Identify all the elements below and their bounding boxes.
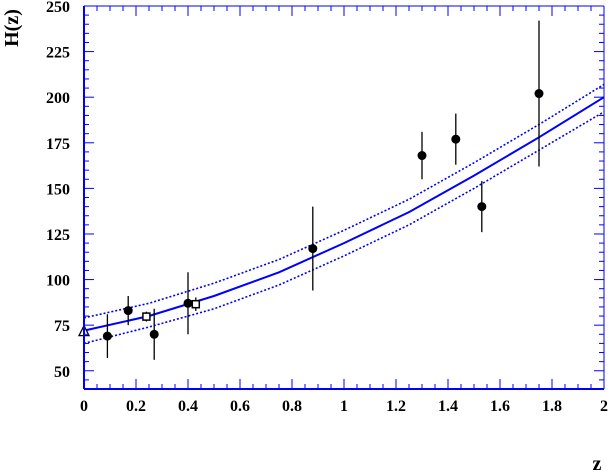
x-tick-label: 1.2 <box>386 398 406 415</box>
y-tick-label: 100 <box>46 273 70 290</box>
y-tick-label: 75 <box>54 318 70 335</box>
y-tick-label: 250 <box>46 0 70 16</box>
y-tick-label: 200 <box>46 90 70 107</box>
axis-ticks: 0 0.2 0.4 0.6 0.8 1 1.2 1.4 1.6 1.8 25075100125150… <box>46 0 608 415</box>
data-point <box>308 244 318 254</box>
data-point <box>477 202 487 212</box>
y-tick-label: 225 <box>46 45 70 62</box>
data-point <box>102 331 112 341</box>
x-tick-label: 1.4 <box>438 398 458 415</box>
data-point <box>451 134 461 144</box>
data-point <box>534 89 544 99</box>
y-tick-label: 175 <box>46 136 70 153</box>
plot-frame <box>83 5 605 390</box>
x-axis-title: z <box>593 453 602 475</box>
x-tick-label: 1.8 <box>542 398 562 415</box>
data-point-square <box>191 299 201 309</box>
x-tick-label: 0.4 <box>178 398 198 415</box>
x-tick-label: 0.2 <box>126 398 146 415</box>
data-point <box>417 151 427 161</box>
y-tick-label: 50 <box>54 364 70 381</box>
data-point-square <box>142 312 151 321</box>
y-tick-label: 150 <box>46 181 70 198</box>
x-tick-label: 0.8 <box>282 398 302 415</box>
x-tick-label: 0 <box>80 398 88 415</box>
data-point <box>183 298 193 308</box>
confidence-band-curve <box>83 111 605 345</box>
confidence-band-curve <box>83 83 605 319</box>
data-point <box>149 329 159 339</box>
x-tick-label: 1.6 <box>490 398 510 415</box>
x-tick-label: 0.6 <box>230 398 250 415</box>
best-fit-curve <box>83 96 605 332</box>
x-tick-label: 2 <box>600 398 608 415</box>
data-point <box>123 306 133 316</box>
y-axis-title: H(z) <box>1 9 23 47</box>
y-tick-label: 125 <box>46 227 70 244</box>
fit-curves <box>83 83 605 345</box>
x-tick-label: 1 <box>340 398 348 415</box>
data-points <box>77 20 544 360</box>
